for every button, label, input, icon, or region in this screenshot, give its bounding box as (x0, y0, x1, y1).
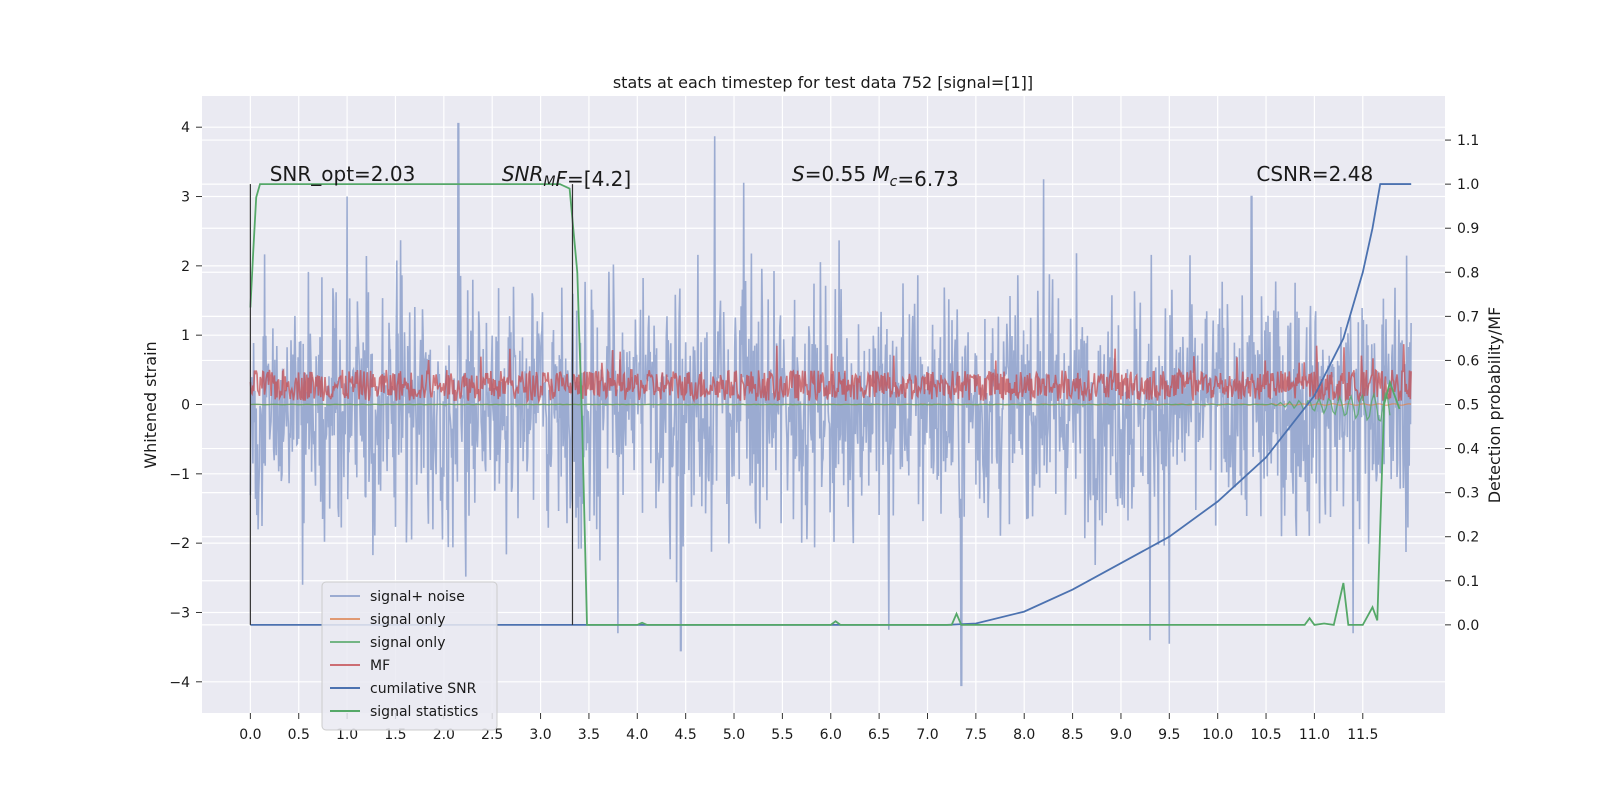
x-tick-label: 6.5 (868, 727, 890, 743)
series-layer (249, 122, 1412, 687)
y-tick-label-right: 0.1 (1457, 574, 1479, 590)
y-tick-label-right: 1.1 (1457, 133, 1479, 149)
x-tick-label: 11.0 (1299, 727, 1330, 743)
y-axis-left: −4 −3 −2 −1 0 1 2 3 4 (169, 120, 202, 691)
x-tick-label: 1.5 (384, 727, 406, 743)
x-tick-label: 1.0 (336, 727, 358, 743)
y-tick-label-left: −4 (169, 675, 190, 691)
y-axis-label-right: Detection probability/MF (1485, 307, 1504, 504)
y-tick-label-right: 1.0 (1457, 177, 1479, 193)
annotation-text: SNRMF=[4.2] (502, 162, 631, 191)
x-tick-label: 7.5 (965, 727, 987, 743)
x-tick-label: 0.0 (239, 727, 261, 743)
annotations: SNR_opt=2.03 SNRMF=[4.2] S=0.55 Mc=6.73 CSN… (270, 162, 1373, 191)
x-tick-label: 9.5 (1158, 727, 1180, 743)
annotation-text: CSNR=2.48 (1256, 162, 1373, 186)
y-tick-label-right: 0.4 (1457, 442, 1479, 458)
x-tick-label: 2.0 (433, 727, 455, 743)
y-axis-label-left: Whitened strain (141, 341, 160, 468)
y-axis-right: 0.0 0.1 0.2 0.3 0.4 0.5 0.6 0.7 0.8 0.9 1.0 1.1 (1445, 133, 1479, 634)
y-tick-label-left: 2 (181, 259, 190, 275)
x-tick-label: 10.0 (1202, 727, 1233, 743)
y-tick-label-left: −3 (169, 605, 190, 621)
y-tick-label-right: 0.8 (1457, 265, 1479, 281)
legend-box (321, 581, 498, 731)
x-tick-label: 3.5 (578, 727, 600, 743)
x-axis: 0.0 0.5 1.0 1.5 2.0 2.5 3.0 3.5 4.0 4.5 5.0 5.5 6.0 6… (239, 713, 1378, 743)
legend-entry: signal only (370, 635, 445, 651)
y-tick-label-left: 0 (181, 398, 190, 414)
x-tick-label: 2.5 (481, 727, 503, 743)
y-tick-label-right: 0.3 (1457, 486, 1479, 502)
vertical-markers (249, 183, 1412, 625)
x-tick-label: 4.0 (626, 727, 648, 743)
annotation-text: S=0.55 Mc=6.73 (792, 162, 959, 191)
x-tick-label: 6.0 (820, 727, 842, 743)
chart-title: stats at each timestep for test data 752… (613, 73, 1033, 92)
legend-entry: MF (370, 658, 390, 674)
x-tick-label: 10.5 (1250, 727, 1281, 743)
legend-entry: cumilative SNR (370, 681, 477, 697)
legend-entry: signal statistics (370, 704, 478, 720)
series-mf (249, 344, 1412, 404)
x-tick-label: 7.0 (916, 727, 938, 743)
y-tick-label-left: 4 (181, 120, 190, 136)
series-signal-noise (249, 122, 1412, 687)
y-tick-label-left: 3 (181, 190, 190, 206)
legend: signal+ noise signal only signal only MF cum… (321, 581, 498, 731)
legend-entry: signal+ noise (370, 589, 465, 605)
y-tick-label-left: −1 (169, 467, 190, 483)
series-signal-statistics (249, 183, 1401, 626)
annotation-text: SNR_opt=2.03 (270, 162, 416, 186)
series-signal-only-green (250, 391, 1391, 422)
legend-entry: signal only (370, 612, 445, 628)
y-tick-label-left: 1 (181, 328, 190, 344)
y-tick-label-right: 0.0 (1457, 618, 1479, 634)
y-tick-label-right: 0.7 (1457, 309, 1479, 325)
y-tick-label-left: −2 (169, 536, 190, 552)
x-tick-label: 9.0 (1110, 727, 1132, 743)
x-tick-label: 5.0 (723, 727, 745, 743)
x-tick-label: 8.0 (1013, 727, 1035, 743)
y-tick-label-right: 0.2 (1457, 530, 1479, 546)
y-tick-label-right: 0.9 (1457, 221, 1479, 237)
x-tick-label: 5.5 (771, 727, 793, 743)
y-tick-label-right: 0.6 (1457, 353, 1479, 369)
x-tick-label: 11.5 (1347, 727, 1378, 743)
x-tick-label: 4.5 (675, 727, 697, 743)
y-tick-label-right: 0.5 (1457, 398, 1479, 414)
x-tick-label: 3.0 (529, 727, 551, 743)
series-cumulative-snr (250, 183, 1412, 626)
x-tick-label: 0.5 (288, 727, 310, 743)
x-tick-label: 8.5 (1061, 727, 1083, 743)
